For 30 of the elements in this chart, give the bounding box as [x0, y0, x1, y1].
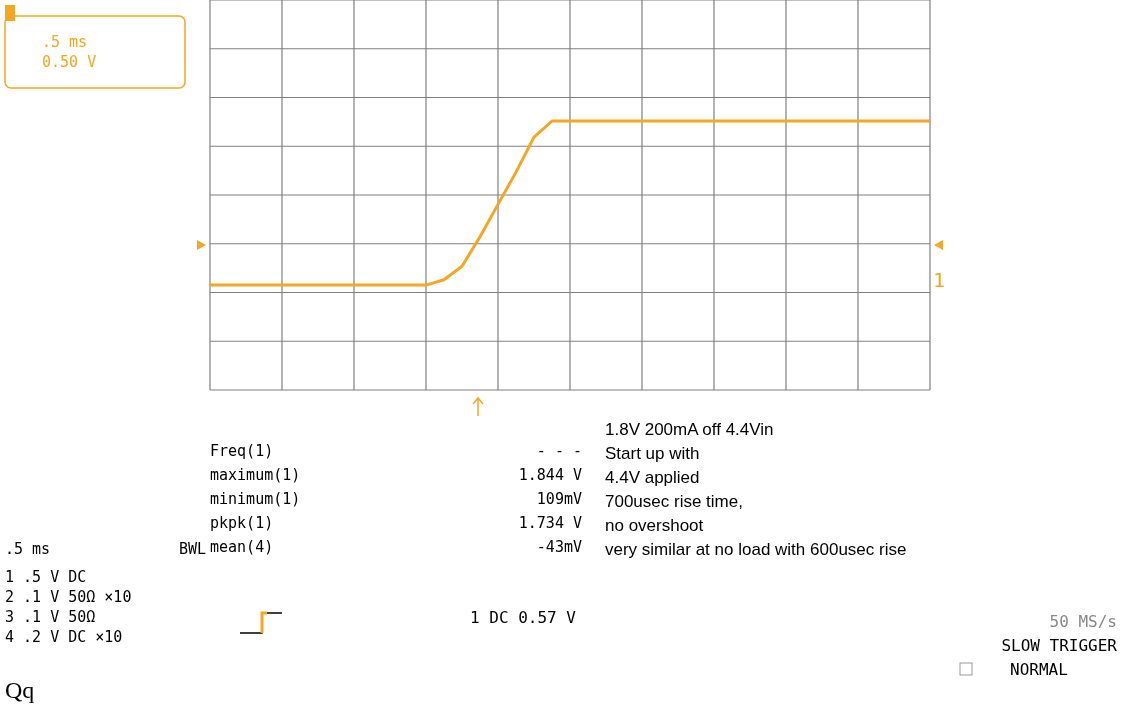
text: SLOW TRIGGER: [1001, 636, 1117, 656]
text: 1.734 V: [518, 514, 582, 532]
text: pkpk(1): [210, 514, 274, 532]
text: minimum(1): [210, 490, 301, 508]
text: 4 .2 V DC ×10: [5, 628, 123, 646]
text: Freq(1): [210, 442, 274, 460]
text: 1 DC 0.57 V: [470, 608, 576, 628]
text: BWL: [178, 540, 206, 558]
text: NORMAL: [1010, 660, 1068, 680]
text: Start up with: [605, 444, 700, 465]
text: 4.4V applied: [605, 468, 700, 489]
text: mean(4): [210, 538, 274, 556]
text: no overshoot: [605, 516, 704, 537]
text: Qq: [5, 676, 35, 705]
text: 700usec rise time,: [605, 492, 743, 513]
text: very similar at no load with 600usec rise: [605, 540, 907, 561]
text: 2 .1 V 50Ω ×10: [5, 588, 132, 606]
text: .5 ms: [5, 540, 51, 558]
text: -43mV: [536, 538, 582, 556]
text: 1.844 V: [518, 466, 582, 484]
text: 50 MS/s: [1049, 612, 1117, 632]
text: maximum(1): [210, 466, 301, 484]
text: 1: [933, 268, 946, 292]
text: 3 .1 V 50Ω: [5, 608, 96, 626]
text: - - -: [536, 442, 582, 460]
text: 0.50 V: [42, 53, 97, 71]
text: 1 .5 V DC: [5, 568, 87, 586]
text: 109mV: [536, 490, 582, 508]
text: .5 ms: [42, 33, 88, 51]
text: 1.8V 200mA off 4.4Vin: [605, 420, 774, 441]
